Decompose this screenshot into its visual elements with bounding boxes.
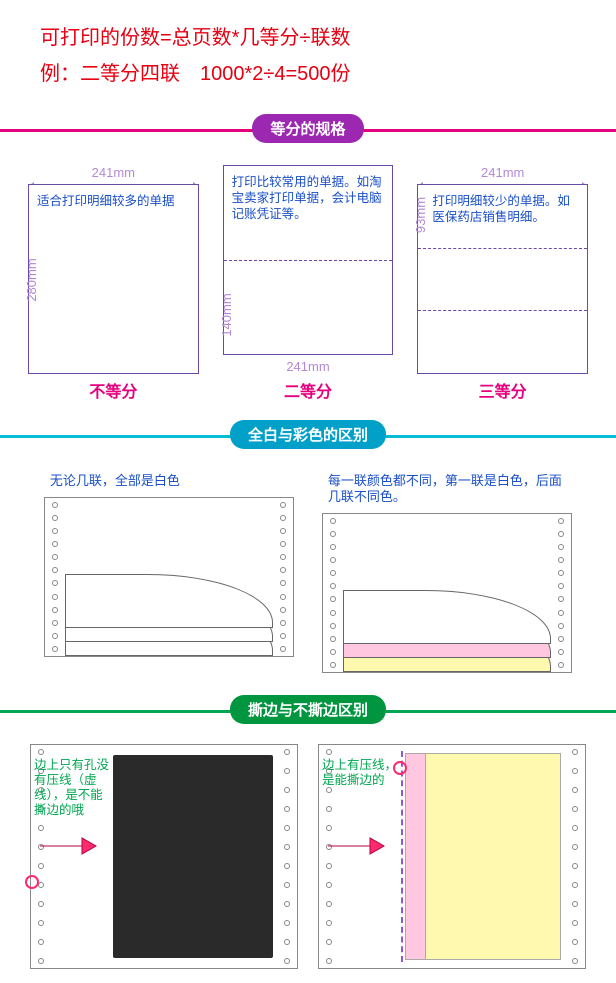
paper-stack-color bbox=[322, 513, 572, 673]
tear-dots-r1 bbox=[280, 749, 294, 964]
spec-desc-1: 适合打印明细较多的单据 bbox=[29, 185, 198, 213]
stack-desc-color: 每一联颜色都不同，第一联是白色，后面几联不同色。 bbox=[322, 469, 572, 513]
dim-top-1: 241mm bbox=[28, 165, 199, 180]
section-color-badge: 全白与彩色的区别 bbox=[230, 420, 386, 449]
paper-stack-white bbox=[44, 497, 294, 657]
tear-dots-r2 bbox=[568, 749, 582, 964]
spec-desc-2: 打印比较常用的单据。如淘宝卖家打印单据，会计电脑记账凭证等。 bbox=[224, 166, 393, 226]
spec-label-2: 二等分 bbox=[223, 374, 394, 402]
paper-box-1: 适合打印明细较多的单据 bbox=[28, 184, 199, 374]
tear-col-yes: 边上有压线，是能撕边的 bbox=[318, 744, 586, 969]
dim-side-1: 280mm bbox=[24, 258, 39, 301]
dim-side-2: 140mm bbox=[219, 293, 234, 336]
folds-white bbox=[65, 558, 273, 656]
section-color-title: 全白与彩色的区别 bbox=[0, 420, 616, 449]
paper-box-2: 打印比较常用的单据。如淘宝卖家打印单据，会计电脑记账凭证等。 bbox=[223, 165, 394, 355]
red-arrow-1 bbox=[38, 834, 98, 858]
tear-inner-dark bbox=[113, 755, 273, 958]
section-tear-badge: 撕边与不撕边区别 bbox=[230, 695, 386, 724]
tear-inner-yellow bbox=[425, 753, 561, 960]
stack-row: 无论几联，全部是白色 每一联颜色都不同，第一联是白色，后面几联不同色。 bbox=[0, 461, 616, 683]
section-spec-badge: 等分的规格 bbox=[252, 114, 363, 143]
spec-label-3: 三等分 bbox=[417, 374, 588, 402]
dim-top-2: 241mm bbox=[223, 359, 394, 374]
section-spec-title: 等分的规格 bbox=[0, 114, 616, 143]
section-tear-title: 撕边与不撕边区别 bbox=[0, 695, 616, 724]
spec-col-3: 241mm 打印明细较少的单据。如医保药店销售明细。 93mm 三等分 bbox=[417, 165, 588, 402]
fold-w1 bbox=[65, 574, 273, 628]
highlight-circle-1 bbox=[25, 875, 39, 889]
formula-header: 可打印的份数=总页数*几等分÷联数 例：二等分四联 1000*2÷4=500份 bbox=[0, 0, 616, 102]
perf-dots-right bbox=[276, 502, 290, 652]
stack-desc-white: 无论几联，全部是白色 bbox=[44, 469, 294, 497]
tear-row: 边上只有孔没有压线（虚线），是不能撕边的哦 边上有压线，是能撕边的 bbox=[0, 736, 616, 983]
formula-line-1: 可打印的份数=总页数*几等分÷联数 bbox=[40, 20, 576, 56]
spec-label-1: 不等分 bbox=[28, 374, 199, 402]
fold-c1 bbox=[343, 590, 551, 644]
spec-desc-3: 打印明细较少的单据。如医保药店销售明细。 bbox=[418, 185, 587, 229]
perf-dots-left bbox=[48, 502, 62, 652]
formula-line-2: 例：二等分四联 1000*2÷4=500份 bbox=[40, 56, 576, 92]
perf-dots-left-2 bbox=[326, 518, 340, 668]
dim-top-3: 241mm bbox=[417, 165, 588, 180]
tear-col-no: 边上只有孔没有压线（虚线），是不能撕边的哦 bbox=[30, 744, 298, 969]
tear-desc-yes: 边上有压线，是能撕边的 bbox=[322, 758, 402, 788]
spec-col-2: 打印比较常用的单据。如淘宝卖家打印单据，会计电脑记账凭证等。 140mm 241… bbox=[223, 165, 394, 402]
red-arrow-2 bbox=[326, 834, 386, 858]
spec-row: 241mm 适合打印明细较多的单据 280mm 不等分 打印比较常用的单据。如淘… bbox=[0, 155, 616, 408]
perf-dots-right-2 bbox=[554, 518, 568, 668]
stack-col-color: 每一联颜色都不同，第一联是白色，后面几联不同色。 bbox=[322, 469, 572, 673]
dim-side-3: 93mm bbox=[413, 197, 428, 233]
paper-box-3: 打印明细较少的单据。如医保药店销售明细。 bbox=[417, 184, 588, 374]
spec-col-1: 241mm 适合打印明细较多的单据 280mm 不等分 bbox=[28, 165, 199, 402]
stack-col-white: 无论几联，全部是白色 bbox=[44, 469, 294, 673]
folds-color bbox=[343, 574, 551, 672]
tear-desc-no: 边上只有孔没有压线（虚线），是不能撕边的哦 bbox=[34, 758, 114, 818]
